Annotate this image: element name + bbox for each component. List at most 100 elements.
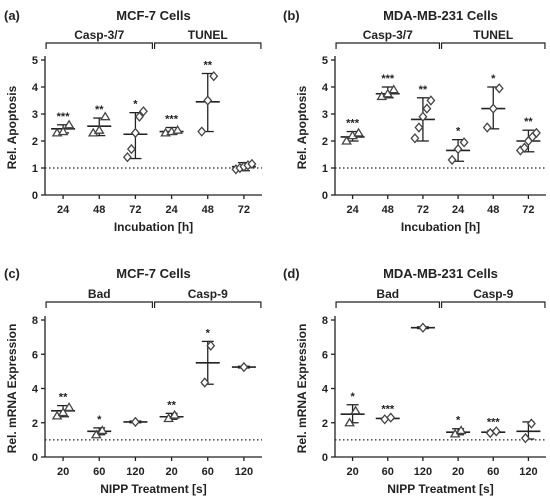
y-tick-label: 3 (322, 109, 328, 121)
x-tick-label: 20 (57, 466, 69, 478)
data-group-24: *** (159, 114, 184, 137)
data-point (93, 124, 105, 134)
y-tick-label: 0 (322, 452, 328, 464)
y-tick-label: 4 (32, 82, 39, 94)
significance-label: ** (524, 116, 533, 128)
group-label: TUNEL (473, 28, 513, 42)
data-point (134, 111, 144, 122)
data-point (57, 407, 69, 417)
data-point (526, 418, 536, 429)
data-point (169, 409, 180, 419)
data-point (520, 432, 530, 444)
y-tick-label: 5 (322, 55, 328, 67)
data-point (247, 158, 257, 170)
y-tick-label: 6 (32, 349, 38, 361)
x-tick-label: 20 (346, 466, 358, 478)
group-label: Bad (88, 287, 111, 301)
data-point (453, 143, 463, 155)
data-group-20: ** (159, 399, 184, 423)
data-group-48: * (481, 73, 506, 133)
data-point (380, 414, 390, 425)
x-tick-label: 48 (487, 204, 499, 216)
y-tick-label: 8 (322, 315, 328, 327)
y-tick-label: 0 (32, 452, 38, 464)
data-point (531, 127, 541, 139)
data-group-20: * (446, 415, 471, 438)
x-tick-label: 60 (93, 466, 105, 478)
data-group-120 (123, 416, 148, 428)
x-tick-label: 60 (487, 466, 499, 478)
group-bracket (440, 42, 546, 49)
data-point (447, 154, 457, 166)
group-label: Casp-9 (188, 287, 228, 301)
data-point (172, 124, 183, 134)
group-bracket (440, 301, 546, 308)
data-point (99, 111, 111, 121)
y-axis-label: Rel. Apoptosis (295, 85, 309, 169)
data-group-24: *** (51, 111, 76, 137)
data-point (57, 126, 69, 136)
significance-label: * (133, 99, 138, 111)
data-point (414, 122, 424, 133)
panel-letter: (a) (4, 8, 20, 23)
data-point (130, 416, 140, 428)
significance-label: * (456, 126, 461, 138)
group-label: Casp-9 (473, 287, 513, 301)
data-point (350, 405, 361, 415)
significance-label: ** (419, 84, 428, 96)
data-group-72 (231, 158, 257, 175)
group-bracket (153, 301, 262, 308)
significance-label: * (350, 391, 355, 403)
group-bracket (45, 42, 154, 49)
data-point (482, 122, 492, 133)
data-point (63, 402, 75, 411)
significance-label: *** (346, 118, 360, 130)
data-group-60: *** (375, 404, 400, 425)
panel-title: MCF-7 Cells (116, 266, 190, 281)
x-tick-label: 72 (129, 204, 141, 216)
y-tick-label: 5 (32, 55, 38, 67)
significance-label: * (97, 414, 102, 426)
significance-label: *** (381, 404, 395, 416)
x-tick-label: 24 (165, 204, 178, 216)
x-tick-label: 24 (452, 204, 465, 216)
data-group-24: *** (340, 118, 365, 145)
data-point (422, 103, 432, 114)
panel-title: MCF-7 Cells (116, 8, 190, 23)
data-point (386, 412, 396, 423)
significance-label: ** (59, 392, 68, 404)
data-point (209, 71, 219, 82)
data-point (491, 426, 501, 437)
x-tick-label: 20 (452, 466, 464, 478)
data-group-72: * (122, 99, 148, 163)
data-point (200, 377, 210, 388)
data-point (130, 127, 140, 139)
x-axis-label: Incubation [h] (114, 220, 193, 234)
y-tick-label: 1 (32, 163, 38, 175)
y-tick-label: 1 (322, 163, 328, 175)
panel-letter: (b) (283, 8, 300, 23)
significance-label: *** (381, 73, 395, 85)
x-tick-label: 48 (382, 204, 394, 216)
y-tick-label: 2 (322, 418, 328, 430)
x-tick-label: 60 (202, 466, 214, 478)
data-point (388, 84, 400, 94)
data-point (239, 361, 249, 373)
group-bracket (45, 301, 154, 308)
x-tick-label: 72 (238, 204, 250, 216)
x-tick-label: 48 (93, 204, 105, 216)
significance-label: * (456, 415, 461, 427)
panel-letter: (d) (283, 266, 300, 281)
significance-label: *** (165, 114, 179, 126)
panel-c: (c) MCF-7 Cells Bad Casp-9 0 2 4 6 8 20 60 120 20 60 1… (4, 266, 262, 496)
data-group-60: * (87, 414, 112, 439)
significance-label: *** (57, 111, 71, 123)
data-group-24: * (446, 126, 471, 166)
y-axis-label: Rel. Apoptosis (5, 85, 19, 169)
data-group-120 (516, 418, 541, 444)
group-bracket (335, 42, 441, 49)
data-point (63, 119, 75, 129)
group-label: Casp-3/7 (74, 28, 124, 42)
data-group-60: * (195, 327, 220, 388)
x-tick-label: 60 (382, 466, 394, 478)
